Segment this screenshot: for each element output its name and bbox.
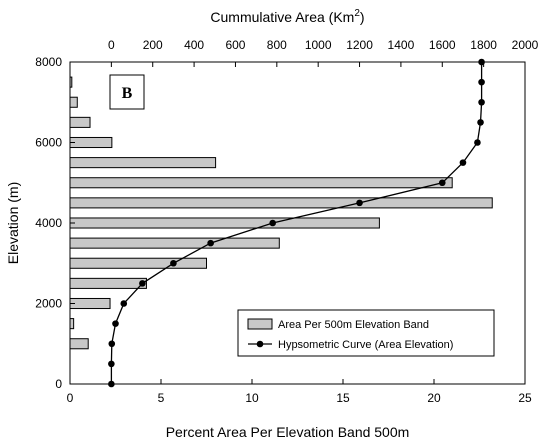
bottom-tick-label: 15 bbox=[336, 391, 350, 405]
bottom-tick-label: 25 bbox=[518, 391, 532, 405]
bar bbox=[69, 217, 380, 229]
curve-point bbox=[478, 78, 485, 86]
curve-point bbox=[120, 300, 128, 307]
y-tick-label: 0 bbox=[55, 377, 62, 391]
x-axis-title-top-close: ) bbox=[360, 9, 365, 25]
hypsometric-curve-markers bbox=[108, 58, 485, 388]
curve-point bbox=[459, 159, 467, 166]
curve-point bbox=[108, 340, 116, 348]
bar bbox=[69, 277, 147, 289]
curve-point bbox=[108, 360, 115, 368]
bar bbox=[69, 318, 75, 330]
bar bbox=[69, 96, 78, 108]
bar bbox=[69, 257, 207, 269]
bar bbox=[69, 157, 217, 169]
bottom-axis-ticks: 0 5 10 15 20 25 bbox=[67, 379, 532, 405]
curve-point bbox=[269, 219, 276, 227]
y-tick-label: 4000 bbox=[35, 216, 62, 230]
top-tick-label: 1000 bbox=[305, 38, 332, 52]
legend-line-label: Hypsometric Curve (Area Elevation) bbox=[278, 339, 453, 351]
legend-frame bbox=[237, 309, 495, 357]
curve-point bbox=[478, 98, 485, 106]
legend-bar-swatch bbox=[247, 318, 273, 330]
bar bbox=[69, 177, 453, 189]
bottom-tick-label: 0 bbox=[67, 391, 74, 405]
bar-series bbox=[69, 76, 493, 350]
top-tick-label: 400 bbox=[184, 38, 204, 52]
legend-bar-label: Area Per 500m Elevation Band bbox=[278, 319, 429, 331]
y-tick-label: 8000 bbox=[35, 55, 62, 69]
bottom-tick-label: 20 bbox=[427, 391, 441, 405]
x-axis-title-top-text: Cummulative Area (Km bbox=[210, 9, 354, 25]
bottom-tick-label: 5 bbox=[158, 391, 165, 405]
top-tick-label: 600 bbox=[225, 38, 245, 52]
curve-point bbox=[477, 119, 484, 126]
x-axis-title-bottom: Percent Area Per Elevation Band 500m bbox=[166, 424, 410, 440]
bar bbox=[69, 197, 493, 209]
top-tick-label: 1200 bbox=[346, 38, 373, 52]
legend-line-marker bbox=[256, 340, 264, 348]
panel-label-frame bbox=[109, 74, 145, 110]
y-axis-title: Elevation (m) bbox=[5, 182, 21, 264]
bar bbox=[69, 338, 89, 350]
panel-label: B bbox=[122, 85, 133, 102]
y-tick-label: 6000 bbox=[35, 136, 62, 150]
bar bbox=[69, 136, 113, 149]
legend: Area Per 500m Elevation Band Hypsometric… bbox=[237, 309, 495, 357]
top-tick-label: 1600 bbox=[429, 38, 456, 52]
x-axis-title-top-superscript: 2 bbox=[354, 8, 360, 19]
top-tick-label: 0 bbox=[108, 38, 115, 52]
top-axis-ticks: 0 200 400 600 800 1000 1200 1400 1600 1800 2000 bbox=[108, 38, 539, 67]
curve-point bbox=[438, 179, 446, 187]
top-tick-label: 200 bbox=[143, 38, 163, 52]
bar bbox=[69, 297, 111, 310]
top-tick-label: 2000 bbox=[512, 38, 539, 52]
y-tick-label: 2000 bbox=[35, 297, 62, 311]
bottom-tick-label: 10 bbox=[245, 391, 259, 405]
x-axis-title-top: Cummulative Area (Km2) bbox=[210, 8, 364, 25]
top-tick-label: 1800 bbox=[470, 38, 497, 52]
curve-point bbox=[474, 139, 481, 146]
curve-point bbox=[356, 199, 363, 207]
top-tick-label: 1400 bbox=[388, 38, 415, 52]
curve-point bbox=[112, 320, 119, 327]
y-axis-ticks: 0 2000 4000 6000 8000 bbox=[35, 55, 75, 391]
panel-label-box: B bbox=[109, 74, 145, 110]
bar bbox=[69, 116, 91, 128]
bar bbox=[69, 237, 280, 249]
curve-point bbox=[139, 280, 146, 287]
top-tick-label: 800 bbox=[267, 38, 287, 52]
curve-point bbox=[207, 239, 214, 247]
curve-point bbox=[170, 259, 177, 267]
